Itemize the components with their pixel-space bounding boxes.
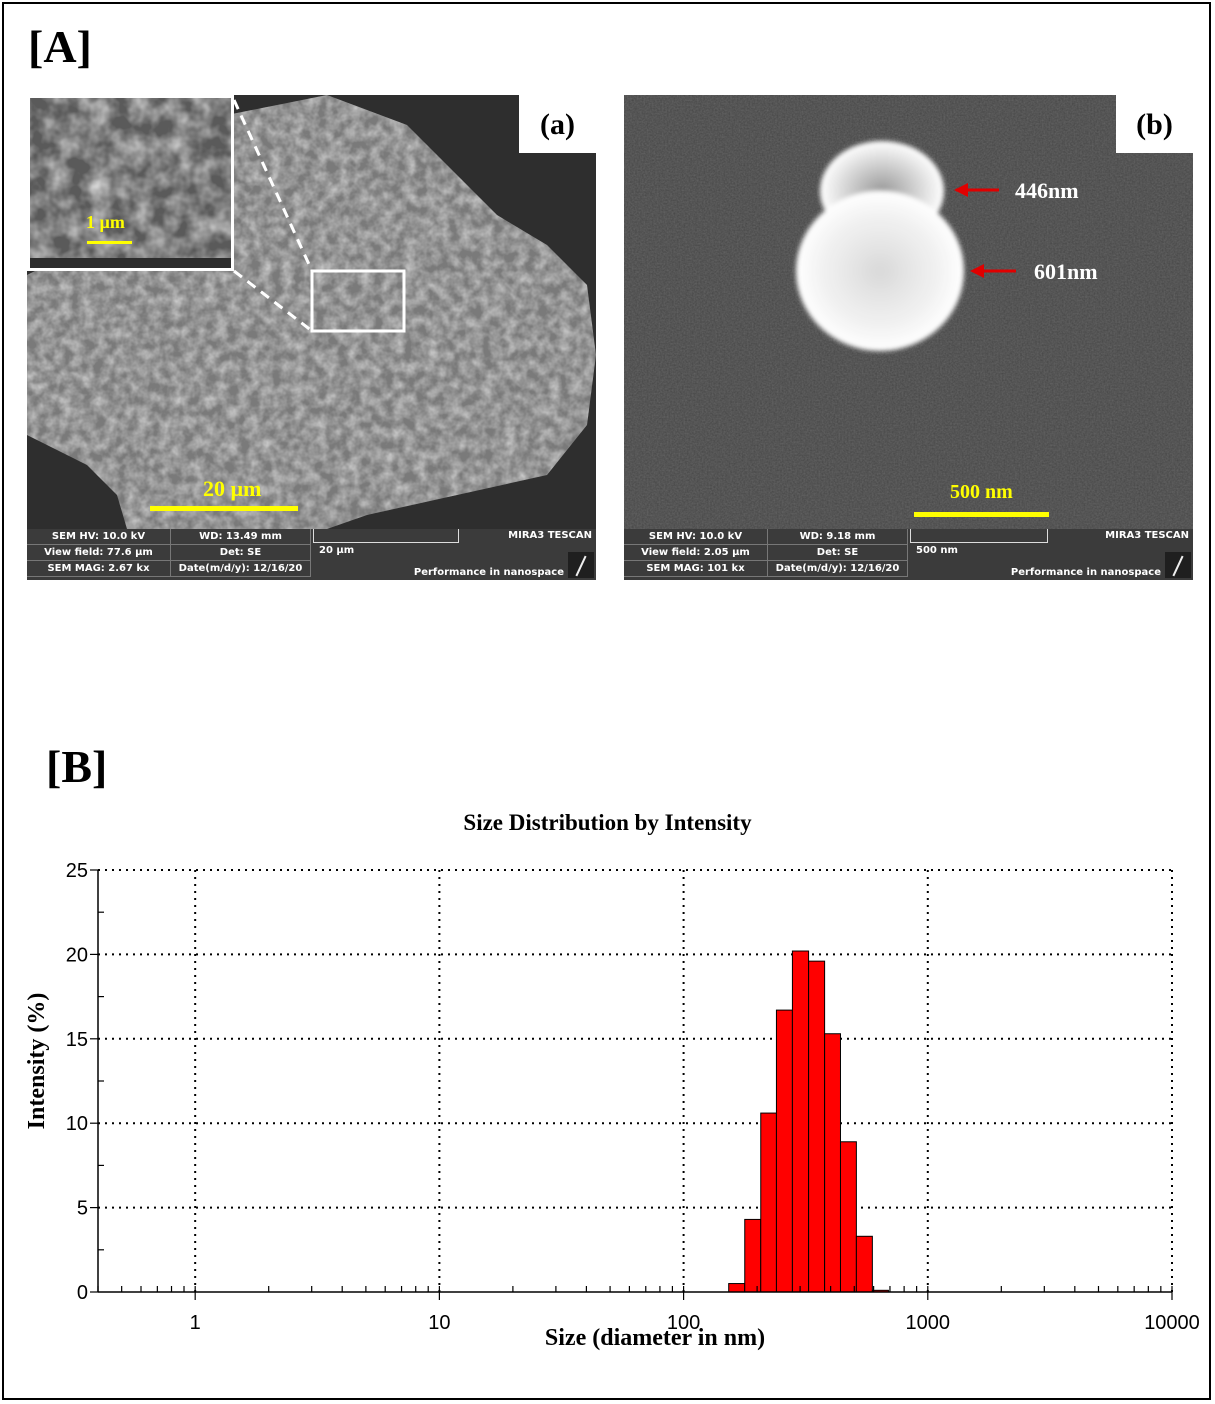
meta-view: View field: 77.6 µm bbox=[27, 545, 171, 561]
zoom-box bbox=[310, 269, 406, 333]
arrow-601-head-icon bbox=[970, 264, 984, 278]
meta-date: Date(m/d/y): 12/16/20 bbox=[768, 561, 908, 577]
meta-det: Det: SE bbox=[768, 545, 908, 561]
meta-det: Det: SE bbox=[171, 545, 311, 561]
meta-mag: SEM MAG: 2.67 kx bbox=[27, 561, 171, 577]
meta-wd: WD: 9.18 mm bbox=[768, 529, 908, 545]
sem-info-bar-b: SEM HV: 10.0 kV WD: 9.18 mm View field: … bbox=[624, 529, 1193, 580]
meta-date: Date(m/d/y): 12/16/20 bbox=[171, 561, 311, 577]
panel-letter-a: (a) bbox=[519, 95, 596, 153]
annotation-446: 446nm bbox=[1015, 178, 1079, 203]
meta-scale: 500 nm bbox=[916, 545, 958, 556]
y-tick-label: 10 bbox=[66, 1113, 88, 1135]
section-label-a: [A] bbox=[28, 21, 92, 72]
meta-brand: MIRA3 TESCAN bbox=[1105, 530, 1189, 541]
inset-scalebar-label: 1 µm bbox=[86, 212, 125, 232]
arrow-446-head-icon bbox=[954, 183, 968, 197]
histogram-bar bbox=[791, 950, 810, 1293]
particle-large bbox=[796, 191, 964, 351]
scalebar-label-b: 500 nm bbox=[950, 481, 1013, 503]
ruler-a bbox=[313, 529, 459, 543]
x-tick-label: 1000 bbox=[906, 1312, 951, 1334]
panel-letter-b: (b) bbox=[1116, 95, 1193, 153]
meta-slogan: Performance in nanospace bbox=[413, 567, 564, 578]
tescan-logo-icon bbox=[1165, 552, 1191, 578]
chart-title: Size Distribution by Intensity bbox=[463, 810, 752, 835]
meta-wd: WD: 13.49 mm bbox=[171, 529, 311, 545]
meta-hv: SEM HV: 10.0 kV bbox=[27, 529, 171, 545]
ruler-b bbox=[910, 529, 1048, 543]
x-tick-label: 1 bbox=[190, 1312, 201, 1334]
y-tick-label: 25 bbox=[66, 860, 88, 882]
zoom-line-top bbox=[232, 99, 314, 272]
annotation-601: 601nm bbox=[1034, 259, 1098, 284]
histogram-bar bbox=[824, 1033, 841, 1293]
inset-image: 1 µm bbox=[27, 95, 234, 271]
sem-image-a: 1 µm (a) 20 µm SEM HV: 10.0 kV WD: 13.49… bbox=[27, 95, 596, 580]
x-tick-label: 100 bbox=[667, 1312, 700, 1334]
sem-info-bar-a: SEM HV: 10.0 kV WD: 13.49 mm View field:… bbox=[27, 529, 596, 580]
scalebar-b bbox=[914, 512, 1049, 517]
tescan-logo-icon bbox=[568, 552, 594, 578]
histogram-bar bbox=[808, 960, 826, 1293]
inset-texture bbox=[30, 98, 231, 268]
meta-mag: SEM MAG: 101 kx bbox=[624, 561, 768, 577]
x-tick-label: 10000 bbox=[1144, 1312, 1200, 1334]
histogram-bar bbox=[728, 1283, 746, 1293]
scalebar-a bbox=[150, 506, 298, 511]
y-tick-label: 5 bbox=[77, 1198, 88, 1220]
y-tick-label: 0 bbox=[77, 1282, 88, 1304]
y-tick-label: 15 bbox=[66, 1029, 88, 1051]
inset-scalebar bbox=[87, 241, 132, 244]
histogram-bar bbox=[775, 1009, 793, 1293]
histogram-bar bbox=[839, 1141, 857, 1293]
histogram-bar bbox=[760, 1112, 777, 1293]
x-tick-label: 10 bbox=[428, 1312, 450, 1334]
y-tick-label: 20 bbox=[66, 944, 88, 966]
meta-scale: 20 µm bbox=[319, 545, 355, 556]
meta-view: View field: 2.05 µm bbox=[624, 545, 768, 561]
section-label-b: [B] bbox=[46, 741, 108, 792]
histogram-bar bbox=[744, 1218, 762, 1293]
histogram-bar bbox=[855, 1235, 873, 1293]
sem-texture-b bbox=[624, 95, 1193, 529]
x-axis-label: Size (diameter in nm) bbox=[545, 1325, 765, 1351]
meta-slogan: Performance in nanospace bbox=[1010, 567, 1161, 578]
meta-brand: MIRA3 TESCAN bbox=[508, 530, 592, 541]
meta-hv: SEM HV: 10.0 kV bbox=[624, 529, 768, 545]
y-axis-label: Intensity (%) bbox=[24, 993, 50, 1130]
sem-image-b: 446nm 601nm (b) 500 nm SEM HV: 10.0 kV W… bbox=[624, 95, 1193, 580]
scalebar-label-a: 20 µm bbox=[203, 476, 262, 501]
